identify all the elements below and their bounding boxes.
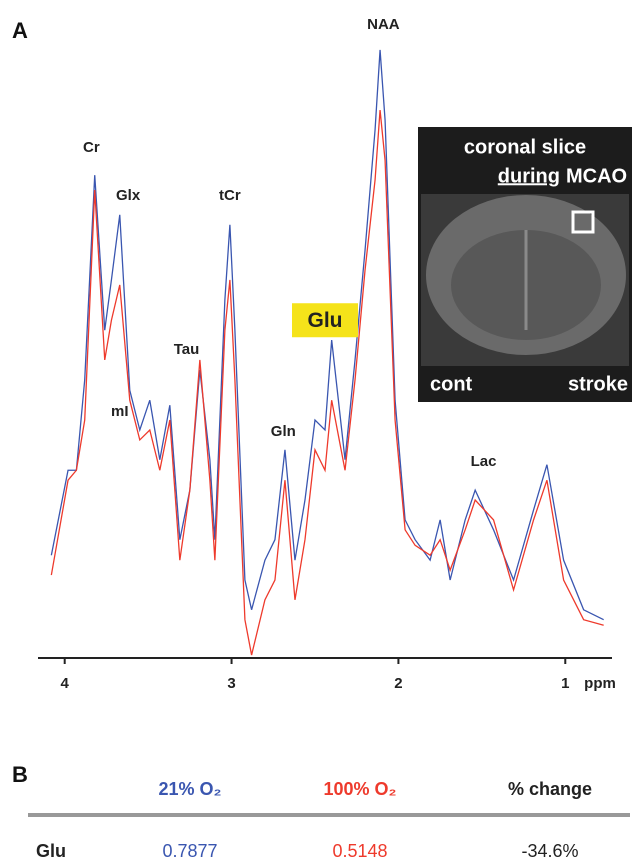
peak-label: Tau <box>174 341 200 358</box>
x-tick-label: 2 <box>394 675 402 692</box>
panel-label: A <box>12 18 28 43</box>
peak-label: Gln <box>271 423 296 440</box>
peak-label: mI <box>111 403 129 420</box>
table-cell: 0.7877 <box>162 841 217 861</box>
spectrum-line <box>50 109 604 656</box>
table-header: % change <box>508 779 592 799</box>
table-cell: -34.6% <box>521 841 578 861</box>
panel-label: B <box>12 762 28 787</box>
x-tick-label: 3 <box>227 675 235 692</box>
peak-label: tCr <box>219 187 241 204</box>
table-cell: 0.5148 <box>332 841 387 861</box>
inset-title: MCAO <box>566 165 627 187</box>
inset-title: during <box>498 165 560 187</box>
peak-label: Glx <box>116 187 141 204</box>
peak-label: Glu <box>308 309 343 332</box>
x-axis-label: ppm <box>584 675 616 692</box>
x-tick-label: 4 <box>61 675 70 692</box>
row-label: Glu <box>36 841 66 861</box>
peak-label: Cr <box>83 139 100 156</box>
table-header: 21% O₂ <box>158 779 221 799</box>
peak-label: Lac <box>471 453 497 470</box>
inset-label: stroke <box>568 373 628 395</box>
table-header: 100% O₂ <box>323 779 396 799</box>
peak-label: NAA <box>367 16 400 33</box>
inset-title: coronal slice <box>464 136 586 158</box>
voxel <box>571 210 595 234</box>
highlight <box>292 303 358 338</box>
inset-label: cont <box>430 373 473 395</box>
inset-image: coronal slice during MCAO cont stroke <box>418 127 632 402</box>
x-tick-label: 1 <box>561 675 569 692</box>
